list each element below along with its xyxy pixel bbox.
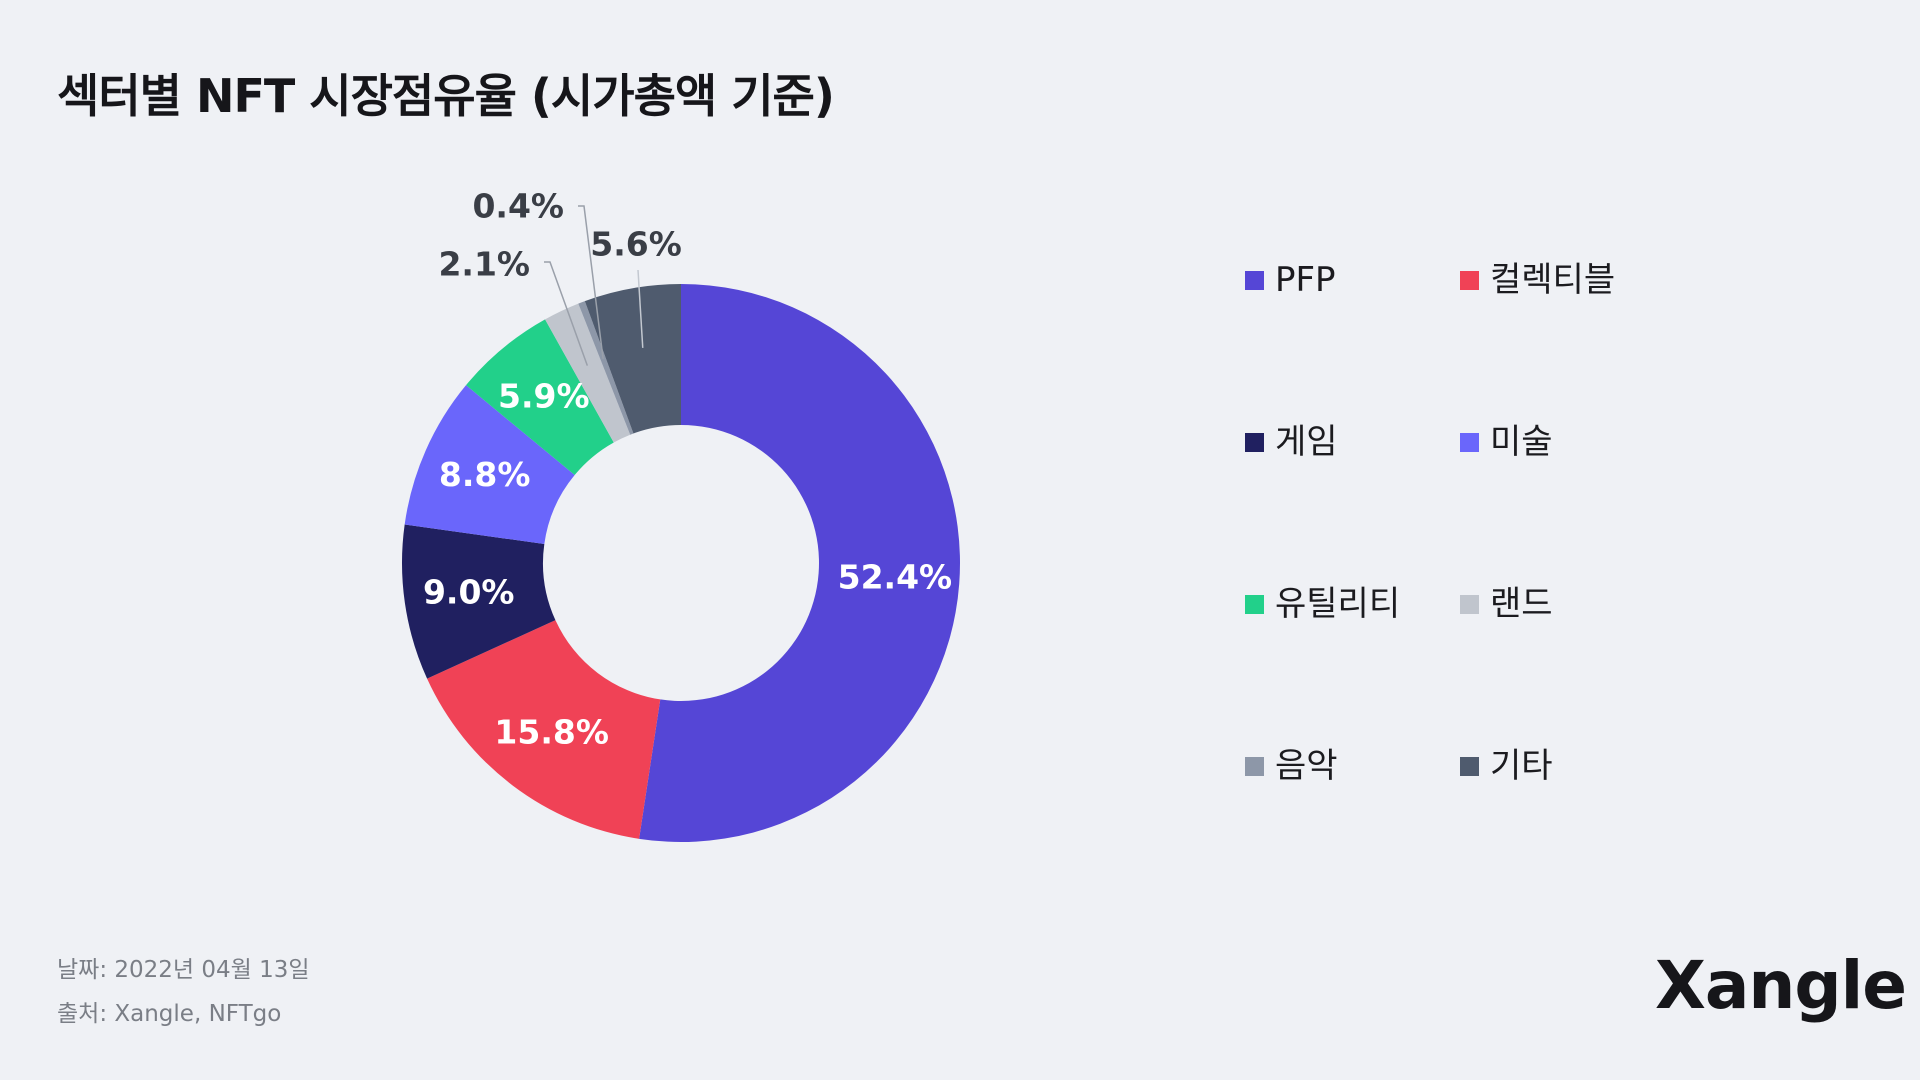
slice-label-pfp: 52.4% (838, 558, 953, 597)
legend-swatch-collectible (1460, 271, 1479, 290)
xangle-logo: Xangle (1655, 947, 1907, 1024)
chart-title: 섹터별 NFT 시장점유율 (시가총액 기준) (57, 69, 835, 123)
legend-item-land: 랜드 (1460, 574, 1675, 736)
legend-item-other: 기타 (1460, 736, 1675, 898)
legend-item-music: 음악 (1245, 736, 1460, 898)
legend-swatch-utility (1245, 595, 1264, 614)
legend-item-art: 미술 (1460, 412, 1675, 574)
legend-label-collectible: 컬렉티블 (1490, 260, 1616, 300)
legend-label-utility: 유틸리티 (1275, 584, 1401, 624)
slice-collectible (427, 620, 661, 839)
legend-swatch-land (1460, 595, 1479, 614)
legend-swatch-game (1245, 433, 1264, 452)
legend-swatch-music (1245, 757, 1264, 776)
slice-land (545, 303, 631, 443)
donut-slices (402, 284, 960, 842)
leader-lines (544, 205, 644, 366)
slice-label-other: 5.6% (590, 225, 682, 264)
slice-pfp (639, 284, 960, 842)
slice-label-game: 9.0% (423, 572, 515, 611)
legend-label-pfp: PFP (1275, 260, 1336, 300)
leader-line-other (637, 269, 644, 348)
leader-line-music (578, 205, 604, 359)
legend-label-music: 음악 (1275, 746, 1338, 786)
legend-item-utility: 유틸리티 (1245, 574, 1460, 736)
legend-label-other: 기타 (1490, 746, 1553, 786)
legend-item-pfp: PFP (1245, 250, 1460, 412)
leader-line-land (544, 261, 589, 366)
slice-other (584, 284, 681, 434)
slice-art (404, 385, 575, 544)
slice-music (578, 301, 634, 435)
slice-label-art: 8.8% (439, 455, 531, 494)
slice-label-collectible: 15.8% (494, 713, 609, 752)
footer-source: 출처: Xangle, NFTgo (57, 1001, 282, 1027)
slice-label-utility: 5.9% (498, 377, 590, 416)
slice-label-music: 0.4% (472, 187, 564, 226)
slice-utility (466, 319, 614, 476)
legend-item-collectible: 컬렉티블 (1460, 250, 1675, 412)
legend-label-game: 게임 (1275, 422, 1338, 462)
slice-game (402, 524, 556, 679)
slice-labels: 52.4% 15.8% 9.0% 8.8% 5.9% 2.1% 0.4% 5.6% (423, 187, 952, 752)
legend-label-art: 미술 (1490, 422, 1553, 462)
legend-item-game: 게임 (1245, 412, 1460, 574)
slice-label-land: 2.1% (438, 245, 530, 284)
legend-swatch-pfp (1245, 271, 1264, 290)
legend-swatch-other (1460, 757, 1479, 776)
legend-label-land: 랜드 (1490, 584, 1553, 624)
legend-swatch-art (1460, 433, 1479, 452)
footer-date: 날짜: 2022년 04월 13일 (57, 957, 310, 983)
